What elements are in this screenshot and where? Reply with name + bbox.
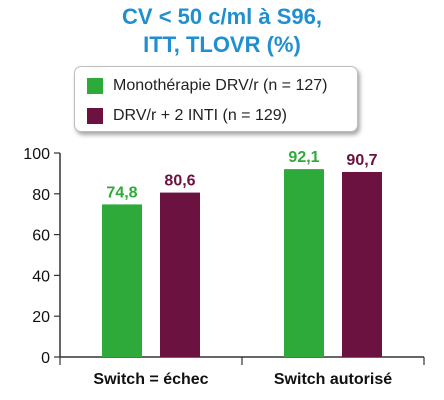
y-tick-label: 40 [32,268,50,285]
y-tick-label: 0 [41,350,50,367]
legend-label-monotherapie: Monothérapie DRV/r (n = 127) [113,77,328,94]
bar-value-label: 74,8 [106,184,137,201]
y-tick-label: 20 [32,309,50,326]
legend-label-drvr-2-inti: DRV/r + 2 INTI (n = 129) [113,107,287,124]
x-category-label: Switch autorisé [274,371,392,388]
chart-title-line-2: ITT, TLOVR (%) [143,32,301,57]
y-tick-label: 80 [32,187,50,204]
legend-swatch-drvr-2-inti [87,108,103,124]
bar [342,171,382,357]
legend-item-drvr-2-inti: DRV/r + 2 INTI (n = 129) [87,105,287,127]
bar [160,192,200,357]
bar-value-label: 92,1 [288,149,319,166]
y-tick-label: 100 [23,146,50,163]
bar [102,204,142,357]
x-category-label: Switch = échec [93,371,208,388]
chart-title-line-1: CV < 50 c/ml à S96, [122,4,322,29]
legend: Monothérapie DRV/r (n = 127) DRV/r + 2 I… [74,66,358,132]
bar-value-label: 80,6 [164,173,195,190]
bar [284,169,324,357]
y-tick-label: 60 [32,228,50,245]
legend-swatch-monotherapie [87,78,103,94]
legend-item-monotherapie: Monothérapie DRV/r (n = 127) [87,75,327,97]
bar-value-label: 90,7 [346,152,377,169]
